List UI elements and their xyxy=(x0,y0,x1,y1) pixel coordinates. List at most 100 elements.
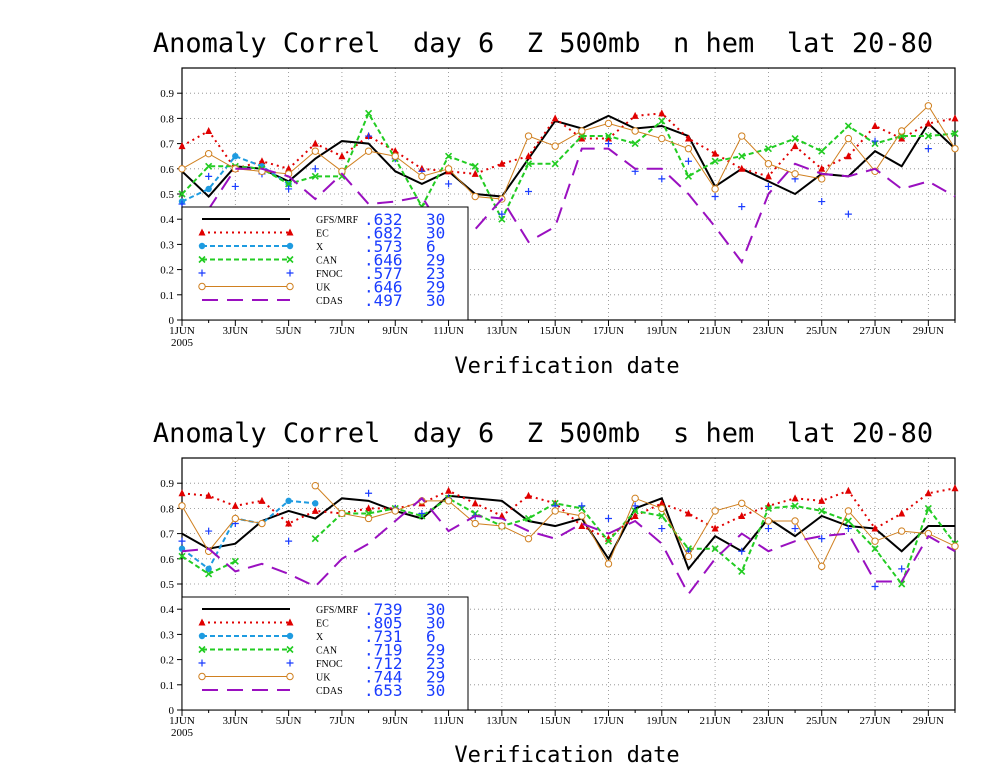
data-point-uk xyxy=(524,534,533,543)
data-point-can xyxy=(311,172,319,180)
data-point-can xyxy=(365,109,373,117)
data-point-uk xyxy=(631,127,639,135)
data-point-ec xyxy=(498,511,506,519)
data-point-ec xyxy=(205,127,213,134)
legend-marker-x xyxy=(286,632,294,640)
data-point-ec xyxy=(898,134,906,142)
data-point-can xyxy=(631,507,639,515)
data-point-x xyxy=(205,565,212,573)
x-tick-label: 7JUN xyxy=(329,325,355,337)
data-point-ec xyxy=(338,152,346,160)
data-point-uk xyxy=(897,127,906,135)
data-point-ec xyxy=(844,152,852,160)
data-point-uk xyxy=(391,152,399,160)
data-point-uk xyxy=(311,482,319,490)
data-point-ec xyxy=(258,496,266,504)
data-point-can xyxy=(551,160,559,168)
y-tick-label: 0.3 xyxy=(160,629,174,641)
data-point-fnoc xyxy=(684,157,692,165)
data-point-fnoc xyxy=(818,198,826,206)
x-tick-label: 1JUN xyxy=(169,325,195,337)
legend-count: 30 xyxy=(426,681,445,700)
data-point-fnoc xyxy=(764,525,772,533)
legend-score: .805 xyxy=(364,614,403,633)
data-point-ec xyxy=(285,519,293,527)
data-point-can xyxy=(311,535,319,543)
series-line-uk xyxy=(181,505,263,553)
data-point-ec xyxy=(525,152,533,160)
data-point-fnoc xyxy=(178,200,186,208)
data-point-ec xyxy=(578,522,586,530)
legend: GFS/MRF .632 30 EC .682 30 X .573 6 CAN .646 29 FNOC… xyxy=(181,206,469,321)
x-tick-label: 3JUN xyxy=(222,325,248,337)
data-point-can xyxy=(711,157,719,165)
data-point-fnoc xyxy=(285,537,293,545)
chart-title: Anomaly Correl day 6 Z 500mb n hem lat 2… xyxy=(153,28,933,59)
series-line-uk xyxy=(181,105,956,200)
legend-score: .646 xyxy=(364,278,403,297)
legend-count: 30 xyxy=(426,291,445,310)
data-point-can xyxy=(604,132,613,140)
legend-marker-fnoc xyxy=(286,269,294,277)
x-tick-label: 21JUN xyxy=(700,325,731,337)
y-tick-label: 0.1 xyxy=(160,680,174,692)
data-point-uk xyxy=(364,147,373,155)
x-tick-label: 5JUN xyxy=(276,715,302,727)
legend-marker-ec xyxy=(198,618,206,626)
data-point-uk xyxy=(418,172,426,181)
legend-score: .632 xyxy=(364,210,403,229)
legend: GFS/MRF .739 30 EC .805 30 X .731 6 CAN .719 29 FNOC… xyxy=(181,596,469,711)
x-tick-label: 25JUN xyxy=(806,325,837,337)
data-point-uk xyxy=(738,132,746,140)
legend-marker-ec xyxy=(198,228,206,236)
data-point-ec xyxy=(898,509,906,517)
data-point-ec xyxy=(631,511,639,519)
series-ec xyxy=(178,109,959,180)
legend-marker-can xyxy=(286,255,294,264)
series-line-can xyxy=(181,111,956,222)
data-point-uk xyxy=(338,509,346,518)
series-line-cdas xyxy=(181,496,956,596)
data-point-uk xyxy=(524,132,533,140)
data-point-uk xyxy=(924,102,933,110)
data-point-ec xyxy=(471,499,479,507)
x-tick-label: 29JUN xyxy=(913,325,944,337)
legend-label: CAN xyxy=(316,646,337,657)
legend-label: CDAS xyxy=(316,296,343,307)
data-point-fnoc xyxy=(205,527,213,535)
data-point-ec xyxy=(951,114,959,122)
data-point-uk xyxy=(231,514,240,523)
data-point-uk xyxy=(178,165,186,173)
data-point-ec xyxy=(631,111,639,119)
data-point-ec xyxy=(498,159,506,167)
legend-marker-x xyxy=(198,632,206,640)
data-point-ec xyxy=(285,164,293,172)
series-line-can xyxy=(181,555,236,576)
data-point-can xyxy=(818,507,826,515)
x-tick-label: 27JUN xyxy=(859,715,890,727)
data-point-uk xyxy=(444,497,453,505)
data-point-can xyxy=(285,180,293,188)
data-point-ec xyxy=(791,142,799,150)
data-point-can xyxy=(444,152,453,160)
data-point-fnoc xyxy=(658,525,666,533)
data-point-can xyxy=(844,122,852,130)
data-point-ec xyxy=(311,506,319,514)
data-point-can xyxy=(231,557,239,565)
legend-label: GFS/MRF xyxy=(316,215,359,226)
data-point-uk xyxy=(311,147,319,155)
y-tick-label: 0.2 xyxy=(160,655,174,667)
x-year-label: 2005 xyxy=(171,727,194,739)
data-point-can xyxy=(898,580,906,588)
data-point-can xyxy=(924,132,932,140)
data-point-ec xyxy=(738,164,746,172)
data-point-can xyxy=(951,129,959,138)
data-point-fnoc xyxy=(231,182,239,190)
data-point-uk xyxy=(604,560,613,568)
legend-marker-fnoc xyxy=(198,659,206,667)
x-tick-label: 23JUN xyxy=(753,715,784,727)
data-point-ec xyxy=(711,149,719,157)
legend-count: 6 xyxy=(426,627,436,646)
y-tick-label: 0.3 xyxy=(160,239,174,251)
series-line-gfs xyxy=(181,494,955,571)
